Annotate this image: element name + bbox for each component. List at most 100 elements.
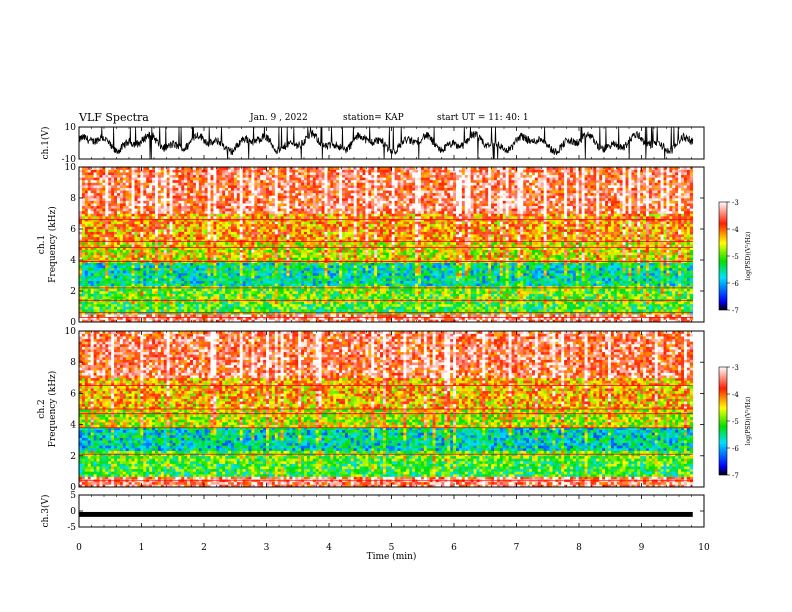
spectro-cell: [152, 190, 156, 194]
spectro-cell: [119, 278, 124, 281]
spectro-cell: [230, 221, 235, 225]
spectro-cell: [114, 195, 118, 199]
spectro-cell: [271, 265, 276, 269]
spectro-cell: [260, 288, 264, 292]
spectro-cell: [146, 192, 150, 196]
spectro-cell: [163, 208, 167, 212]
spectro-cell: [204, 254, 208, 258]
spectro-cell: [271, 234, 276, 238]
spectro-cell: [274, 218, 279, 222]
spectro-cell: [119, 267, 124, 271]
spectro-cell: [96, 169, 100, 173]
spectro-cell: [192, 283, 197, 287]
spectro-cell: [108, 174, 112, 178]
spectro-cell: [315, 267, 319, 271]
spectro-cell: [108, 208, 112, 212]
spectro-cell: [289, 236, 293, 240]
spectro-cell: [181, 247, 185, 250]
spectro-cell: [271, 303, 276, 307]
spectro-cell: [309, 205, 314, 209]
spectro-cell: [245, 316, 249, 320]
spectro-cell: [295, 177, 299, 181]
spectro-cell: [152, 309, 156, 312]
spectro-cell: [122, 291, 127, 294]
spectro-cell: [149, 309, 153, 312]
spectro-cell: [216, 208, 220, 212]
spectro-cell: [157, 265, 162, 269]
spectro-cell: [90, 262, 94, 266]
spectro-cell: [301, 182, 305, 186]
spectro-cell: [146, 265, 150, 269]
spectro-cell: [122, 192, 127, 196]
spectro-cell: [105, 278, 109, 281]
spectro-cell: [201, 303, 205, 307]
spectro-cell: [207, 306, 211, 310]
spectro-cell: [146, 216, 150, 219]
spectro-cell: [152, 179, 156, 183]
spectro-cell: [125, 252, 129, 256]
spectro-cell: [184, 288, 188, 292]
spectro-cell: [204, 311, 208, 315]
spectro-cell: [245, 234, 249, 238]
spectro-cell: [248, 309, 252, 312]
spectro-cell: [157, 192, 162, 196]
spectro-cell: [181, 229, 185, 232]
spectro-cell: [81, 221, 86, 225]
spectro-cell: [181, 316, 185, 320]
spectro-cell: [233, 314, 238, 318]
spectro-cell: [192, 285, 197, 289]
spectro-cell: [289, 309, 293, 312]
spectro-cell: [274, 265, 279, 269]
spectro-cell: [166, 216, 170, 219]
spectro-cell: [149, 314, 153, 318]
spectro-cell: [175, 192, 179, 196]
spectro-cell: [309, 265, 314, 269]
spectro-cell: [93, 314, 97, 318]
spectro-cell: [99, 314, 103, 318]
spectro-cell: [190, 182, 194, 186]
spectro-cell: [160, 167, 165, 170]
spectro-cell: [233, 249, 238, 253]
spectro-cell: [289, 285, 293, 289]
spectro-cell: [111, 182, 115, 186]
spectro-cell: [184, 301, 188, 305]
spectro-cell: [108, 200, 112, 204]
spectro-cell: [257, 216, 261, 219]
spectro-cell: [248, 172, 252, 176]
spectro-cell: [166, 275, 170, 279]
spectro-cell: [242, 272, 246, 276]
spectro-cell: [219, 303, 223, 307]
spectro-cell: [146, 296, 150, 300]
spectro-cell: [260, 319, 264, 323]
spectro-cell: [154, 319, 159, 323]
spectro-cell: [169, 272, 173, 276]
spectro-cell: [236, 280, 241, 284]
spectro-cell: [201, 270, 205, 274]
spectro-cell: [152, 303, 156, 307]
spectro-cell: [93, 275, 97, 279]
spectro-cell: [125, 213, 129, 217]
spectro-cell: [181, 244, 185, 248]
spectro-cell: [286, 205, 290, 209]
spectro-cell: [137, 249, 141, 253]
spectro-cell: [166, 190, 170, 194]
spectro-cell: [169, 285, 173, 289]
spectro-cell: [230, 285, 235, 289]
spectro-cell: [108, 172, 112, 176]
spectro-cell: [225, 231, 229, 235]
spectro-cell: [131, 278, 135, 281]
spectro-cell: [298, 296, 302, 300]
spectro-cell: [116, 236, 121, 240]
spectro-cell: [266, 311, 270, 315]
spectro-cell: [119, 288, 124, 292]
spectro-cell: [102, 216, 106, 219]
spectro-cell: [222, 210, 226, 214]
spectro-cell: [81, 185, 86, 188]
spectro-cell: [122, 213, 127, 217]
spectro-cell: [298, 262, 302, 266]
spectro-cell: [230, 306, 235, 310]
spectro-cell: [248, 179, 252, 183]
spectro-cell: [239, 314, 243, 318]
spectro-cell: [198, 210, 203, 214]
spectro-cell: [239, 309, 243, 312]
